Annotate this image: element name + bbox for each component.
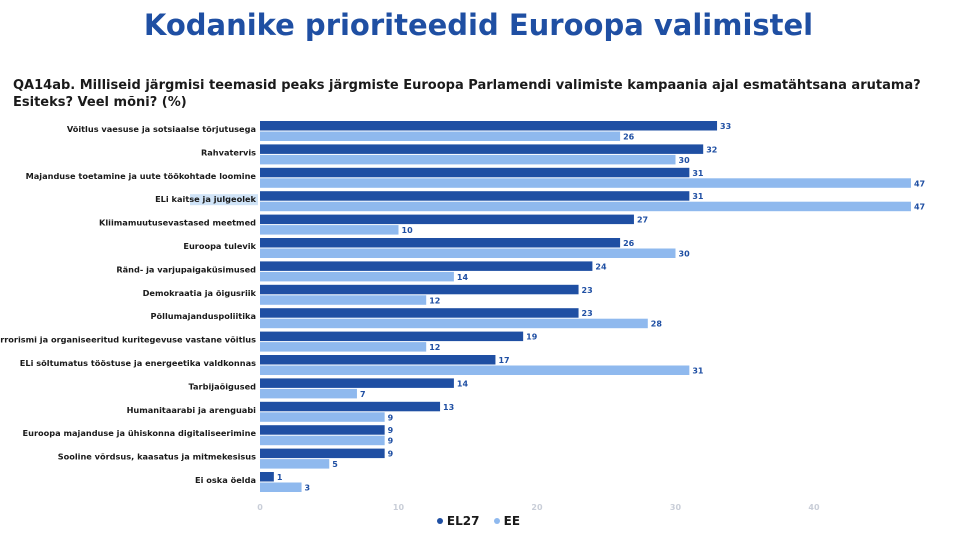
bar-el27 <box>260 238 621 248</box>
category-label: Euroopa majanduse ja ühiskonna digitalis… <box>23 428 257 438</box>
legend-label-ee: EE <box>503 514 521 528</box>
category-label: Euroopa tulevik <box>183 241 256 251</box>
data-label-el27: 31 <box>692 192 704 201</box>
bar-el27 <box>260 167 690 178</box>
bar-el27 <box>260 448 385 459</box>
x-tick-label: 0 <box>257 503 263 512</box>
category-label: ELi kaitse ja julgeolek <box>155 194 256 204</box>
data-label-ee: 7 <box>360 390 366 399</box>
bar-el27 <box>260 472 274 482</box>
data-label-el27: 32 <box>706 145 717 154</box>
data-label-ee: 12 <box>429 296 440 305</box>
data-label-el27: 33 <box>720 122 731 131</box>
x-tick-label: 30 <box>670 503 682 512</box>
bar-el27 <box>260 331 524 342</box>
category-label: Rahvatervis <box>201 147 256 157</box>
bar-el27 <box>260 261 593 271</box>
bar-el27 <box>260 355 496 365</box>
data-label-el27: 26 <box>623 239 635 248</box>
x-tick-label: 10 <box>393 503 405 512</box>
category-label: Võitlus vaesuse ja sotsiaalse tõrjutuseg… <box>67 124 256 134</box>
bar-ee <box>260 342 427 352</box>
category-label: Demokraatia ja õigusriik <box>143 288 257 298</box>
bar-el27 <box>260 144 704 154</box>
bar-ee <box>260 131 621 141</box>
data-label-el27: 23 <box>582 286 593 295</box>
bar-ee <box>260 178 911 188</box>
bar-ee <box>260 388 357 399</box>
bar-ee <box>260 482 302 492</box>
data-label-el27: 9 <box>388 450 394 459</box>
category-label: Tarbijaõigused <box>189 381 257 391</box>
page-title: Kodanike prioriteedid Euroopa valimistel <box>143 8 814 42</box>
data-label-el27: 13 <box>443 403 454 412</box>
data-label-ee: 47 <box>914 179 925 188</box>
data-label-ee: 3 <box>305 484 311 493</box>
legend-label-el27: EL27 <box>446 514 480 528</box>
bar-ee <box>260 459 330 469</box>
data-label-ee: 9 <box>388 413 394 422</box>
data-label-el27: 24 <box>595 262 607 271</box>
bar-ee <box>260 295 427 305</box>
bar-ee <box>260 412 385 422</box>
bar-ee <box>260 201 911 212</box>
data-label-ee: 5 <box>332 460 338 469</box>
category-label: Ei oska öelda <box>195 475 256 485</box>
bar-ee <box>260 318 648 329</box>
data-label-ee: 28 <box>651 320 663 329</box>
bar-ee <box>260 435 385 446</box>
data-label-ee: 47 <box>914 203 925 212</box>
legend: EL27 EE <box>0 514 957 528</box>
data-label-ee: 30 <box>679 250 691 259</box>
data-label-el27: 9 <box>388 426 394 435</box>
data-label-ee: 30 <box>679 156 691 165</box>
bar-ee <box>260 271 454 282</box>
data-label-ee: 10 <box>402 226 414 235</box>
data-label-el27: 17 <box>498 356 509 365</box>
bar-el27 <box>260 308 579 318</box>
bar-el27 <box>260 284 579 295</box>
bar-el27 <box>260 214 634 225</box>
x-tick-label: 20 <box>531 503 543 512</box>
bar-ee <box>260 225 399 235</box>
data-label-el27: 19 <box>526 333 538 342</box>
legend-item-ee: EE <box>493 514 521 528</box>
data-label-ee: 14 <box>457 273 469 282</box>
category-label: Kliimamuutusevastased meetmed <box>99 218 256 228</box>
data-label-ee: 26 <box>623 133 635 142</box>
data-label-el27: 1 <box>277 473 283 482</box>
bar-el27 <box>260 191 690 201</box>
bar-ee <box>260 248 676 258</box>
legend-swatch-ee <box>493 518 500 524</box>
bar-el27 <box>260 401 441 412</box>
category-label: Humanitaarabi ja arenguabi <box>127 405 257 415</box>
category-highlight <box>190 194 258 206</box>
category-label: Põllumajanduspoliitika <box>151 311 256 321</box>
data-label-el27: 31 <box>692 169 704 178</box>
legend-item-el27: EL27 <box>436 514 480 528</box>
bar-el27 <box>260 425 385 435</box>
data-label-el27: 14 <box>457 379 469 388</box>
x-tick-label: 40 <box>808 503 820 512</box>
data-label-ee: 31 <box>692 367 704 376</box>
data-label-el27: 23 <box>582 309 593 318</box>
data-label-ee: 12 <box>429 343 440 352</box>
question-text: QA14ab. Milliseid järgmisi teemasid peak… <box>13 78 921 110</box>
bar-el27 <box>260 121 718 131</box>
category-label: ELi sõltumatus tööstuse ja energeetika v… <box>20 358 256 368</box>
category-label: Majanduse toetamine ja uute töökohtade l… <box>26 171 257 181</box>
category-label: Sooline võrdsus, kaasatus ja mitmekesisu… <box>58 452 256 462</box>
bar-el27 <box>260 378 454 388</box>
category-label: Ränd- ja varjupaigaküsimused <box>116 264 256 274</box>
bar-ee <box>260 365 690 375</box>
data-label-ee: 9 <box>388 437 394 446</box>
bar-ee <box>260 154 676 165</box>
legend-swatch-el27 <box>436 518 443 524</box>
category-label: Terrorismi ja organiseeritud kuritegevus… <box>0 335 256 345</box>
data-label-el27: 27 <box>637 216 648 225</box>
